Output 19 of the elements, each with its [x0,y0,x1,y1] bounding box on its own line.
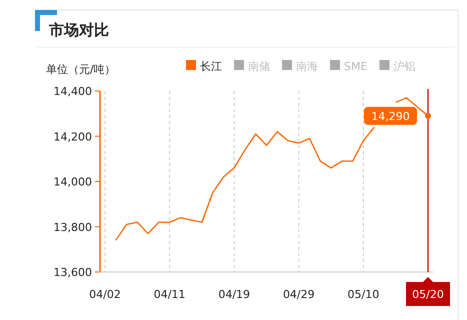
x-tick-label: 04/29 [282,288,315,301]
x-tick-label: 05/20 [412,288,444,301]
annotation: 14,290 [371,110,410,123]
legend-label: 长江 [200,60,222,73]
x-tick-label: 04/02 [89,288,121,301]
chart-title: 市场对比 [48,21,109,39]
y-axis-title: 单位（元/吨） [46,63,116,76]
y-tick-label: 13,600 [54,266,92,279]
x-tick-label: 04/11 [154,288,186,301]
legend-label: 沪铝 [393,60,416,73]
legend-label: 南储 [248,60,270,73]
y-tick-label: 14,400 [54,85,92,98]
x-tick-label: 04/19 [218,288,250,301]
legend-label: 南海 [296,60,318,73]
y-tick-label: 14,000 [54,176,92,188]
y-tick-label: 14,200 [54,130,92,144]
legend-label: SME [344,60,368,73]
y-tick-label: 13,800 [54,220,92,234]
x-tick-label: 05/10 [348,288,380,301]
